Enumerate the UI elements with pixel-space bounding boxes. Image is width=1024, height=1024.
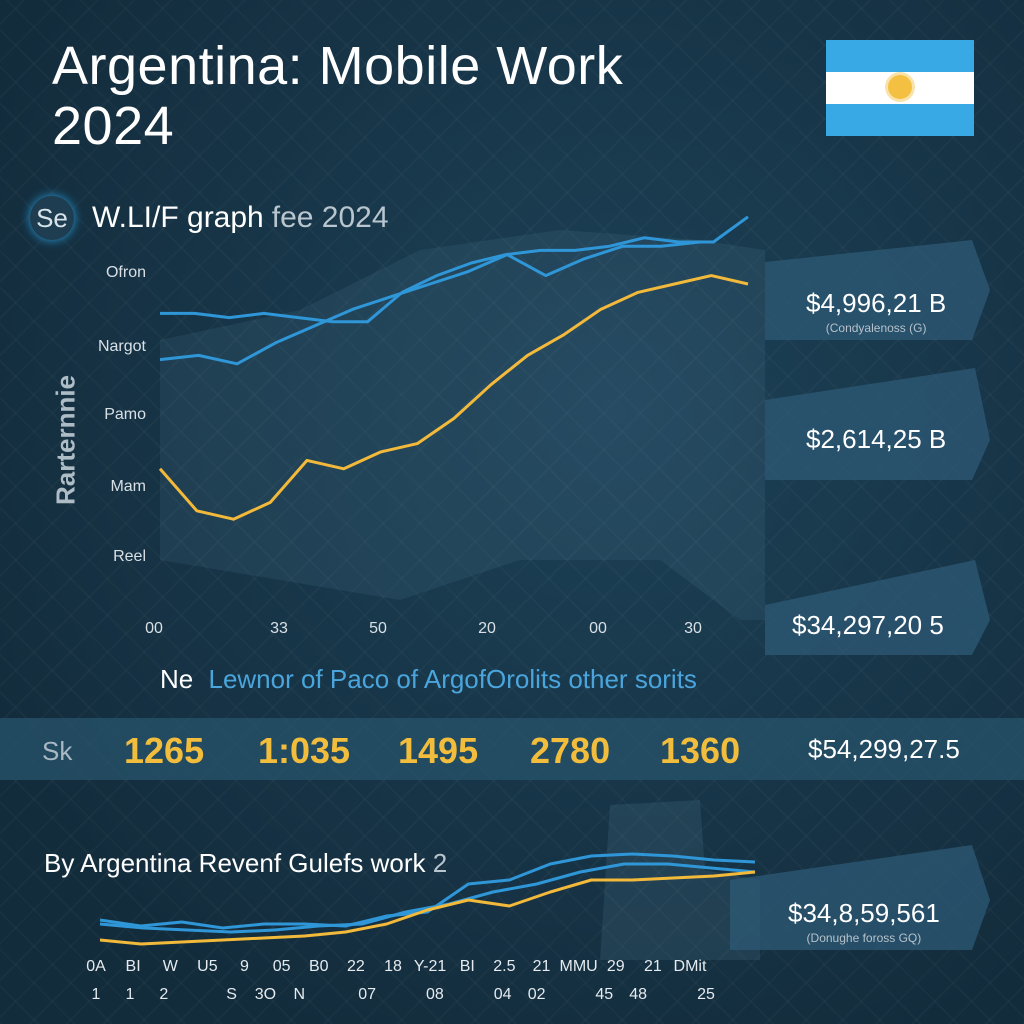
y-tick-label: Pamo xyxy=(104,406,146,423)
bottom-x-tick-label: MMU xyxy=(559,958,598,975)
value-label-1: $4,996,21 B (Condyalenoss (G) xyxy=(806,288,946,335)
bottom-chart-lines xyxy=(99,852,756,946)
bottom-x-tick-label: 1 xyxy=(125,986,135,1003)
bottom-x-tick-label: W xyxy=(162,958,178,975)
bottom-x-tick-label: 2 xyxy=(159,986,169,1003)
stat-number: 1:035 xyxy=(258,730,351,771)
value-label-3: $34,297,20 5 xyxy=(792,610,944,641)
subtitle-badge: Se xyxy=(30,196,74,240)
bottom-x-tick-label: 1 xyxy=(91,986,101,1003)
bottom-x-tick-label: 07 xyxy=(358,986,376,1003)
value-label-amount: $4,996,21 B xyxy=(806,288,947,318)
bottom-x-tick-label: N xyxy=(293,986,306,1003)
bottom-title-gray: 2 xyxy=(432,848,448,878)
argentina-flag-icon xyxy=(826,40,974,136)
bottom-series-line-3 xyxy=(99,870,756,946)
value-label-amount: $2,614,25 B xyxy=(806,424,947,454)
value-label-amount: $34,8,59,561 xyxy=(788,898,940,928)
bottom-x-tick-label: 25 xyxy=(697,986,715,1003)
bottom-x-tick-label: 05 xyxy=(272,958,291,975)
stats-strip xyxy=(0,718,1024,780)
title-line-1: Argentina: Mobile Work xyxy=(52,36,624,96)
value-label-amount: $34,297,20 5 xyxy=(792,610,944,640)
bottom-title-text: Argentina Revenf Gulefs work xyxy=(80,848,426,878)
bottom-series-line-1 xyxy=(99,852,756,930)
x-tick-label: 50 xyxy=(369,620,387,637)
stat-number: 2780 xyxy=(530,730,611,771)
y-tick-label: Nargot xyxy=(97,338,146,355)
bottom-x-tick-label: 9 xyxy=(240,958,249,975)
chart-subtitle: Se W.LI/F graph fee 2024 xyxy=(30,196,389,240)
bottom-x-tick-label: S xyxy=(226,986,237,1003)
bottom-x-tick-label: 48 xyxy=(629,986,648,1003)
bottom-x-tick-label: B0 xyxy=(309,958,329,975)
value-panel-bg-1 xyxy=(765,240,990,340)
sun-icon xyxy=(888,75,912,99)
caption-lead: Ne xyxy=(160,664,194,694)
stat-number: 1265 xyxy=(124,730,205,771)
title-line-2: 2024 xyxy=(52,96,175,156)
top-series-line-1 xyxy=(160,215,749,324)
bottom-x-tick-label: 45 xyxy=(595,986,614,1003)
bottom-x-tick-label: 21 xyxy=(532,958,551,975)
x-tick-label: 30 xyxy=(684,620,702,637)
bottom-title-lead: By xyxy=(44,848,75,878)
bottom-x-tick-label: 02 xyxy=(527,986,546,1003)
bottom-x-tick-label: 04 xyxy=(493,986,512,1003)
x-tick-label: 00 xyxy=(145,620,163,637)
stats-strip-value: $54,299,27.5 xyxy=(808,734,960,764)
top-series-line-3 xyxy=(158,274,749,521)
x-tick-label: 20 xyxy=(478,620,496,637)
stats-strip-label: Sk xyxy=(42,736,73,766)
caption-text: Lewnor of Paco of ArgofOrolits other sor… xyxy=(208,664,697,694)
x-tick-label: 33 xyxy=(270,620,288,637)
bottom-x-tick-label: DMit xyxy=(673,958,707,975)
bottom-chart-title: By Argentina Revenf Gulefs work 2 xyxy=(44,848,447,879)
value-panel-bg-4 xyxy=(730,845,990,950)
top-chart-lines xyxy=(158,215,749,521)
bottom-x-tick-label: 29 xyxy=(606,958,625,975)
bottom-x-tick-label: BI xyxy=(125,958,141,975)
bottom-x-tick-label: 22 xyxy=(346,958,365,975)
bottom-chart-backdrop xyxy=(600,800,760,960)
bottom-x-tick-label: 3O xyxy=(254,986,277,1003)
bottom-x-tick-label: 0A xyxy=(86,958,106,975)
stat-number: 1360 xyxy=(660,730,741,771)
page-title: Argentina: Mobile Work 2024 xyxy=(52,36,772,156)
bottom-x-tick-label: Y-21 xyxy=(413,958,447,975)
bottom-x-tick-label: U5 xyxy=(197,958,218,975)
y-tick-label: Reel xyxy=(113,548,146,565)
stat-number: 1495 xyxy=(398,730,479,771)
y-tick-label: Mam xyxy=(110,478,146,495)
top-series-line-2 xyxy=(159,240,701,366)
value-label-2: $2,614,25 B xyxy=(806,424,946,455)
subtitle-gray: fee 2024 xyxy=(271,201,389,234)
x-tick-label: 00 xyxy=(589,620,607,637)
y-tick-label: Ofron xyxy=(105,264,146,281)
chart-caption: Ne Lewnor of Paco of ArgofOrolits other … xyxy=(160,664,697,695)
value-label-note: (Condyalenoss (G) xyxy=(825,321,927,335)
value-label-4: $34,8,59,561 (Donughe foross GQ) xyxy=(788,898,940,945)
value-panel-bg-3 xyxy=(765,560,990,655)
subtitle-main: W.LI/F graph xyxy=(92,201,264,234)
value-panel-bg-2 xyxy=(765,368,990,480)
top-chart-backdrop xyxy=(160,230,765,620)
bottom-x-tick-label: 18 xyxy=(384,958,402,975)
bottom-series-line-2 xyxy=(99,862,756,934)
value-label-note: (Donughe foross GQ) xyxy=(806,931,922,945)
bottom-x-tick-label: BI xyxy=(459,958,475,975)
bottom-x-tick-label: 08 xyxy=(425,986,444,1003)
bottom-x-tick-label: 21 xyxy=(643,958,662,975)
bottom-x-tick-label: 2.5 xyxy=(493,958,516,975)
